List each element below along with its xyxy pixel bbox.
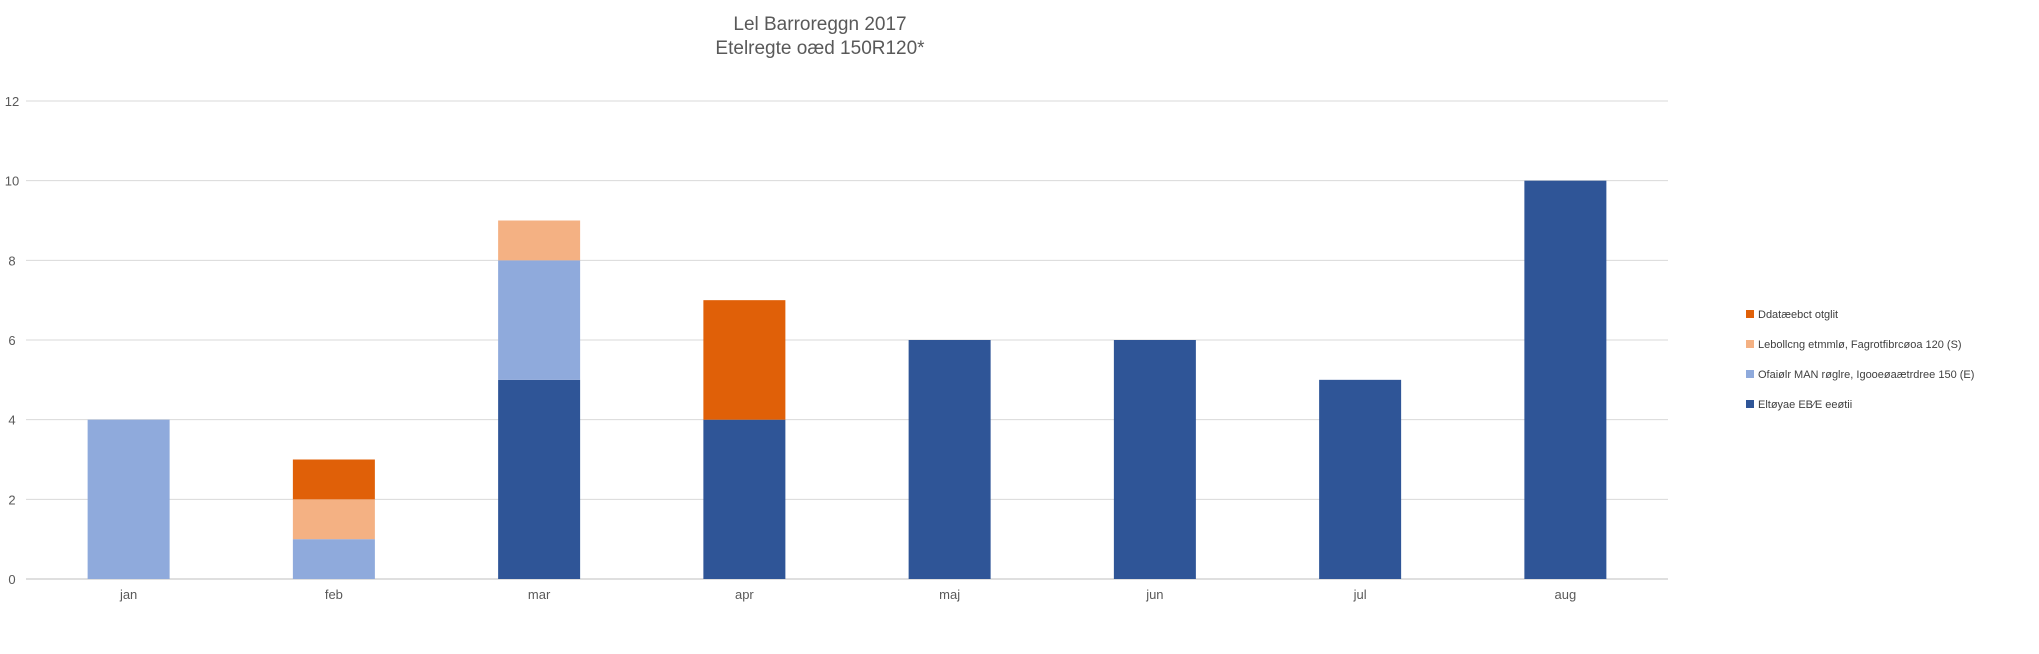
bar-segment xyxy=(1524,180,1607,579)
x-tick-label: aug xyxy=(1555,587,1577,602)
legend-swatch xyxy=(1746,370,1754,378)
bar-segment xyxy=(703,419,786,579)
y-tick-label: 0 xyxy=(8,572,15,587)
legend-swatch xyxy=(1746,340,1754,348)
x-tick-label: apr xyxy=(735,587,754,602)
bar-segment xyxy=(1113,340,1196,579)
bar-segment xyxy=(1319,379,1402,579)
y-tick-label: 4 xyxy=(8,413,15,428)
chart-subtitle: Etelregte oæd 150R120* xyxy=(715,38,925,59)
x-tick-label: maj xyxy=(939,587,960,602)
y-tick-label: 10 xyxy=(5,174,19,189)
legend-entry: Eltøyae EB⁄E eeøtii xyxy=(1758,399,1852,411)
x-tick-label: jan xyxy=(119,587,137,602)
y-tick-label: 2 xyxy=(8,492,15,507)
gridlines xyxy=(26,100,1668,580)
bars xyxy=(87,180,1607,579)
chart-title: Lel Barroreggn 2017 xyxy=(733,14,906,35)
legend-swatch xyxy=(1746,400,1754,408)
legend-entry: Lebollcng etmmlø, Fagrotfibrcøoa 120 (S) xyxy=(1758,339,1962,351)
y-tick-label: 6 xyxy=(8,333,15,348)
bar-segment xyxy=(908,340,991,579)
y-tick-label: 8 xyxy=(8,253,15,268)
y-axis-ticks: 0 2 4 6 8 10 12 xyxy=(5,94,19,587)
bar-segment xyxy=(498,260,581,380)
bar-segment xyxy=(87,419,170,579)
x-tick-label: mar xyxy=(528,587,551,602)
legend: Ddatæebct otglit Lebollcng etmmlø, Fagrot… xyxy=(1746,309,1974,411)
y-tick-label: 12 xyxy=(5,94,19,109)
legend-entry: Ddatæebct otglit xyxy=(1758,309,1838,321)
legend-swatch xyxy=(1746,310,1754,318)
bar-segment xyxy=(292,499,375,540)
x-tick-label: jul xyxy=(1353,587,1367,602)
bar-segment xyxy=(498,379,581,579)
bar-segment xyxy=(292,539,375,579)
x-axis-ticks: jan feb mar apr maj jun jul aug xyxy=(119,587,1576,602)
x-tick-label: feb xyxy=(325,587,343,602)
x-tick-label: jun xyxy=(1145,587,1163,602)
legend-entry: Ofaiølr MAN røglre, Igooeøaætrdree 150 (… xyxy=(1758,369,1974,381)
bar-segment xyxy=(292,459,375,500)
bar-segment xyxy=(703,300,786,420)
bar-segment xyxy=(498,220,581,261)
